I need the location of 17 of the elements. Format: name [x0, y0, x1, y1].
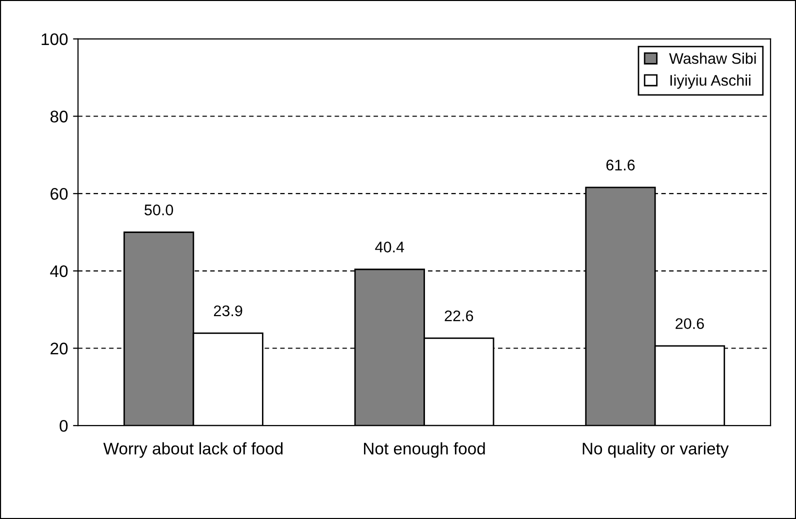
legend-label: Washaw Sibi: [669, 52, 756, 64]
y-tick-label: 20: [50, 342, 68, 354]
y-tick-label: 80: [50, 110, 68, 122]
data-label: 40.4: [375, 242, 404, 252]
data-label: 61.6: [606, 160, 635, 170]
y-tick-label: 100: [42, 33, 68, 46]
x-tick-label: Not enough food: [364, 442, 485, 458]
y-tick-label: 40: [50, 265, 68, 278]
data-label: 22.6: [444, 310, 474, 322]
data-label: 50.0: [144, 204, 174, 216]
data-label: 23.9: [214, 305, 242, 316]
legend-label: Iiyiyiu Aschii: [670, 74, 750, 89]
x-tick-label: Worry about lack of food: [103, 442, 283, 458]
y-tick-label: 0: [60, 420, 68, 432]
y-tick-label: 60: [50, 188, 68, 200]
data-label: 20.6: [676, 318, 704, 330]
x-tick-label: No quality or variety: [582, 442, 729, 458]
